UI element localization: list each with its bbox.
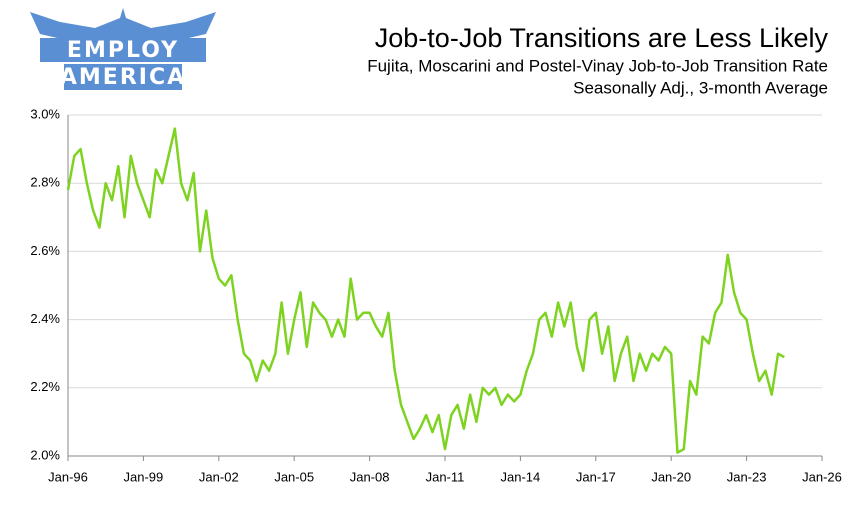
y-tick-label: 2.8%	[30, 175, 60, 190]
logo-text: AMERICA	[60, 65, 186, 90]
logo-band	[40, 38, 206, 62]
y-tick-label: 3.0%	[30, 106, 60, 121]
logo: EMPLOY AMERICA	[30, 8, 216, 90]
x-tick-label: Jan-99	[124, 469, 164, 484]
logo-text: EMPLOY	[67, 38, 179, 63]
data-line	[66, 127, 785, 454]
x-tick-label: Jan-08	[350, 469, 390, 484]
logo-wings	[30, 8, 216, 40]
x-tick-label: Jan-26	[802, 469, 842, 484]
x-tick-label: Jan-23	[727, 469, 767, 484]
logo-band	[64, 64, 182, 90]
x-tick-label: Jan-14	[501, 469, 541, 484]
y-tick-label: 2.2%	[30, 379, 60, 394]
x-tick-label: Jan-96	[48, 469, 88, 484]
y-tick-label: 2.6%	[30, 243, 60, 258]
x-tick-label: Jan-11	[426, 469, 465, 484]
x-tick-label: Jan-05	[274, 469, 314, 484]
y-tick-label: 2.4%	[30, 311, 60, 326]
x-tick-label: Jan-02	[199, 469, 239, 484]
chart-subtitle: Seasonally Adj., 3-month Average	[573, 78, 828, 97]
chart-title: Job-to-Job Transitions are Less Likely	[375, 23, 829, 53]
x-tick-label: Jan-17	[576, 469, 616, 484]
chart-subtitle: Fujita, Moscarini and Postel-Vinay Job-t…	[367, 56, 828, 75]
y-tick-label: 2.0%	[30, 447, 60, 462]
x-tick-label: Jan-20	[651, 469, 691, 484]
